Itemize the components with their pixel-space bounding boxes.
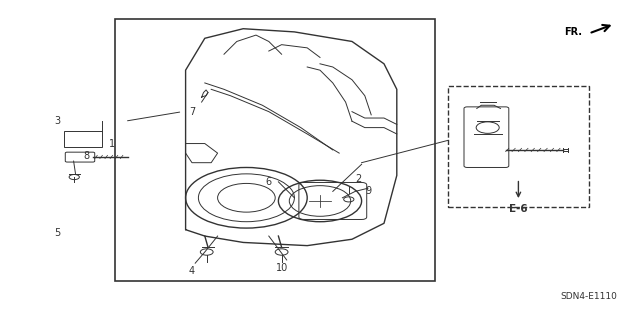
- Text: 7: 7: [189, 107, 195, 117]
- Text: 3: 3: [54, 116, 61, 126]
- Text: 6: 6: [266, 177, 272, 187]
- Text: 2: 2: [355, 174, 362, 184]
- Bar: [115, 19, 435, 281]
- Text: E-6: E-6: [509, 204, 528, 214]
- Text: 9: 9: [365, 186, 371, 197]
- Text: 8: 8: [83, 151, 90, 161]
- Text: SDN4-E1110: SDN4-E1110: [561, 292, 617, 301]
- Text: 4: 4: [189, 266, 195, 276]
- Bar: [448, 86, 589, 207]
- Text: 10: 10: [275, 263, 288, 273]
- Text: 5: 5: [54, 228, 61, 238]
- Text: FR.: FR.: [564, 27, 582, 37]
- Text: 1: 1: [109, 138, 115, 149]
- Bar: [64, 131, 102, 147]
